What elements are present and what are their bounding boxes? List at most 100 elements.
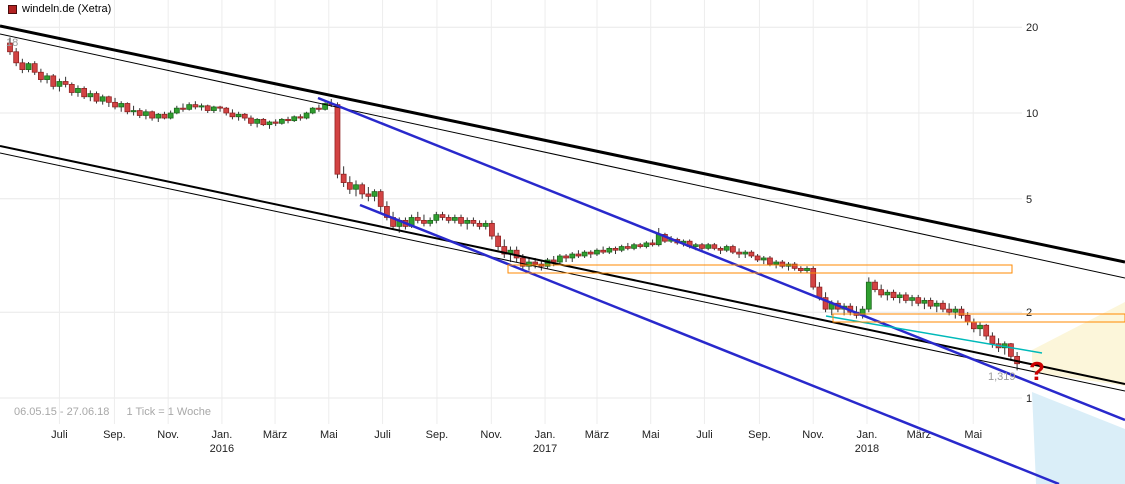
candle-body-down — [717, 247, 724, 251]
x-axis-label: Sep. — [426, 429, 449, 441]
candle-body-up — [884, 291, 891, 296]
candle-body-up — [865, 281, 872, 310]
candle-body-down — [822, 297, 829, 310]
candle-body-up — [278, 118, 285, 124]
candle-body-down — [489, 222, 495, 237]
candle-body-up — [167, 112, 174, 119]
candle-body-up — [291, 116, 298, 122]
scenario-region-blue — [1032, 392, 1125, 484]
legend: windeln.de (Xetra) — [8, 3, 111, 15]
candle-body-up — [742, 251, 749, 255]
candle-body-down — [903, 294, 909, 301]
scenario-region-yellow — [1032, 302, 1125, 386]
candle-body-down — [940, 302, 946, 310]
candle-body-down — [970, 321, 977, 330]
orange-resistance-zone-upper — [507, 264, 1013, 274]
candle-body-down — [779, 261, 786, 267]
x-axis-label: Nov. — [802, 429, 824, 441]
candle-body-down — [495, 235, 501, 247]
x-axis-label: Mai — [964, 429, 982, 441]
candle-body-down — [272, 121, 279, 124]
instrument-marker-icon — [8, 4, 17, 14]
candle-body-up — [427, 219, 434, 224]
candle-body-down — [915, 297, 922, 304]
candle-body-down — [890, 291, 897, 299]
x-axis-label: Juli — [51, 429, 68, 441]
candle-body-down — [81, 88, 88, 98]
candle-body-down — [624, 246, 631, 249]
candle-body-down — [31, 63, 38, 73]
x-axis-label: Nov. — [480, 429, 502, 441]
chart-footer: 06.05.15 - 27.06.18 1 Tick = 1 Woche — [14, 406, 211, 418]
candle-body-up — [569, 253, 576, 259]
candle-body-down — [13, 51, 20, 64]
candle-body-down — [112, 101, 118, 108]
candle-body-down — [204, 105, 211, 111]
candle-body-up — [921, 300, 928, 304]
candle-body-up — [75, 88, 81, 93]
candle-body-up — [173, 107, 180, 114]
candle-body-up — [760, 257, 767, 261]
date-range-label: 06.05.15 - 27.06.18 — [14, 406, 110, 418]
candle-body-up — [211, 106, 217, 111]
candle-body-down — [748, 251, 755, 257]
x-axis-label: März — [585, 429, 609, 441]
candle-body-down — [105, 96, 112, 103]
x-axis-label: Mai — [642, 429, 660, 441]
x-axis-label: Jan. — [212, 429, 233, 441]
candle-body-down — [791, 263, 798, 269]
candle-body-down — [192, 104, 199, 108]
candle-body-down — [612, 247, 619, 251]
candle-body-down — [563, 255, 569, 259]
candle-body-down — [377, 191, 384, 207]
candle-body-down — [470, 219, 477, 224]
candle-body-down — [550, 259, 557, 263]
x-axis-label: Juli — [696, 429, 713, 441]
candle-body-up — [99, 96, 106, 102]
candle-body-down — [946, 308, 953, 313]
x-axis-label: Nov. — [157, 429, 179, 441]
candle-body-down — [519, 257, 526, 267]
candle-body-up — [451, 217, 458, 221]
candle-body-up — [581, 251, 588, 257]
candle-body-down — [161, 113, 168, 119]
candle-body-up — [977, 324, 983, 330]
candle-body-up — [594, 249, 600, 255]
candle-body-up — [433, 214, 440, 221]
candle-body-down — [7, 42, 13, 53]
candle-body-down — [297, 116, 304, 119]
y-axis-label: 20 — [1026, 22, 1038, 34]
candle-body-down — [421, 219, 427, 224]
candle-body-up — [631, 244, 637, 249]
blue-channel-top — [317, 96, 1125, 422]
candle-body-down — [754, 255, 761, 261]
candle-body-down — [149, 111, 155, 119]
candle-body-down — [19, 62, 26, 70]
candle-body-down — [248, 117, 254, 124]
y-axis-label: 2 — [1026, 307, 1032, 319]
candle-body-up — [933, 302, 940, 307]
candle-body-down — [649, 242, 656, 246]
candle-body-up — [482, 222, 489, 227]
question-mark: ? — [1029, 356, 1045, 386]
year-label: 2018 — [855, 443, 879, 455]
candle-body-down — [136, 110, 143, 116]
orange-resistance-zone-lower — [832, 313, 1125, 323]
black-channel-bottom-inner — [0, 152, 1125, 392]
candle-body-down — [334, 104, 341, 175]
candle-body-down — [439, 214, 446, 218]
candle-body-down — [124, 103, 131, 113]
candle-body-up — [235, 113, 242, 118]
x-axis-label: Sep. — [748, 429, 771, 441]
candle-body-down — [587, 251, 594, 255]
candle-body-up — [723, 246, 730, 251]
candle-body-up — [705, 244, 712, 249]
candle-body-up — [371, 191, 378, 197]
y-axis-label: 10 — [1026, 108, 1038, 120]
candle-body-down — [532, 261, 539, 265]
candle-body-up — [557, 255, 563, 263]
x-axis-label: Jan. — [535, 429, 556, 441]
candle-body-up — [692, 244, 699, 247]
candle-body-down — [637, 244, 644, 247]
